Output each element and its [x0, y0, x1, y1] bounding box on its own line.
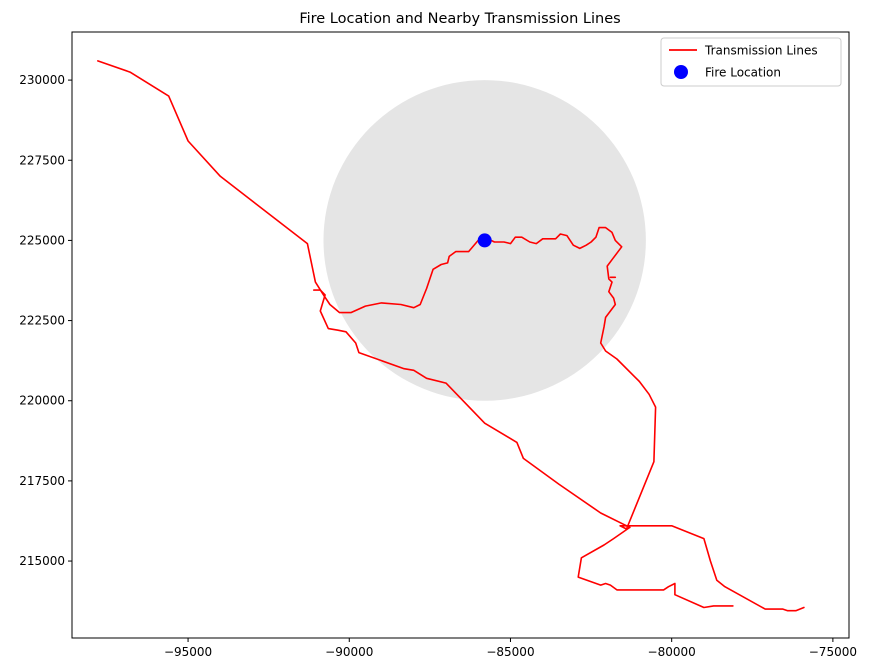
- transmission-line-segment-2: [312, 289, 631, 529]
- legend: Transmission Lines Fire Location: [660, 37, 842, 87]
- x-tick-label: −75000: [809, 645, 857, 659]
- transmission-line-segment-3: [577, 526, 734, 609]
- x-axis: −95000 −90000 −85000 −80000 −75000: [164, 638, 857, 659]
- chart-title: Fire Location and Nearby Transmission Li…: [299, 11, 620, 27]
- y-tick-label: 222500: [19, 314, 65, 328]
- plot-frame: [71, 31, 850, 639]
- legend-label-fire-location: Fire Location: [705, 66, 781, 80]
- legend-label-transmission-lines: Transmission Lines: [704, 44, 818, 58]
- y-tick-label: 220000: [19, 394, 65, 408]
- y-tick-label: 217500: [19, 474, 65, 488]
- y-tick-label: 215000: [19, 554, 65, 568]
- plot-area: [71, 31, 850, 639]
- legend-fire-swatch: [674, 65, 688, 79]
- x-tick-label: −85000: [486, 645, 534, 659]
- y-axis: 215000 217500 220000 222500 225000 227500 2300…: [19, 73, 72, 568]
- legend-frame: [660, 37, 842, 87]
- y-tick-label: 225000: [19, 233, 65, 247]
- y-tick-label: 230000: [19, 73, 65, 87]
- x-tick-label: −95000: [164, 645, 212, 659]
- x-tick-label: −80000: [648, 645, 696, 659]
- y-tick-label: 227500: [19, 153, 65, 167]
- fire-location-marker: [477, 233, 492, 248]
- x-tick-label: −90000: [325, 645, 373, 659]
- transmission-line-segment-1: [97, 60, 805, 612]
